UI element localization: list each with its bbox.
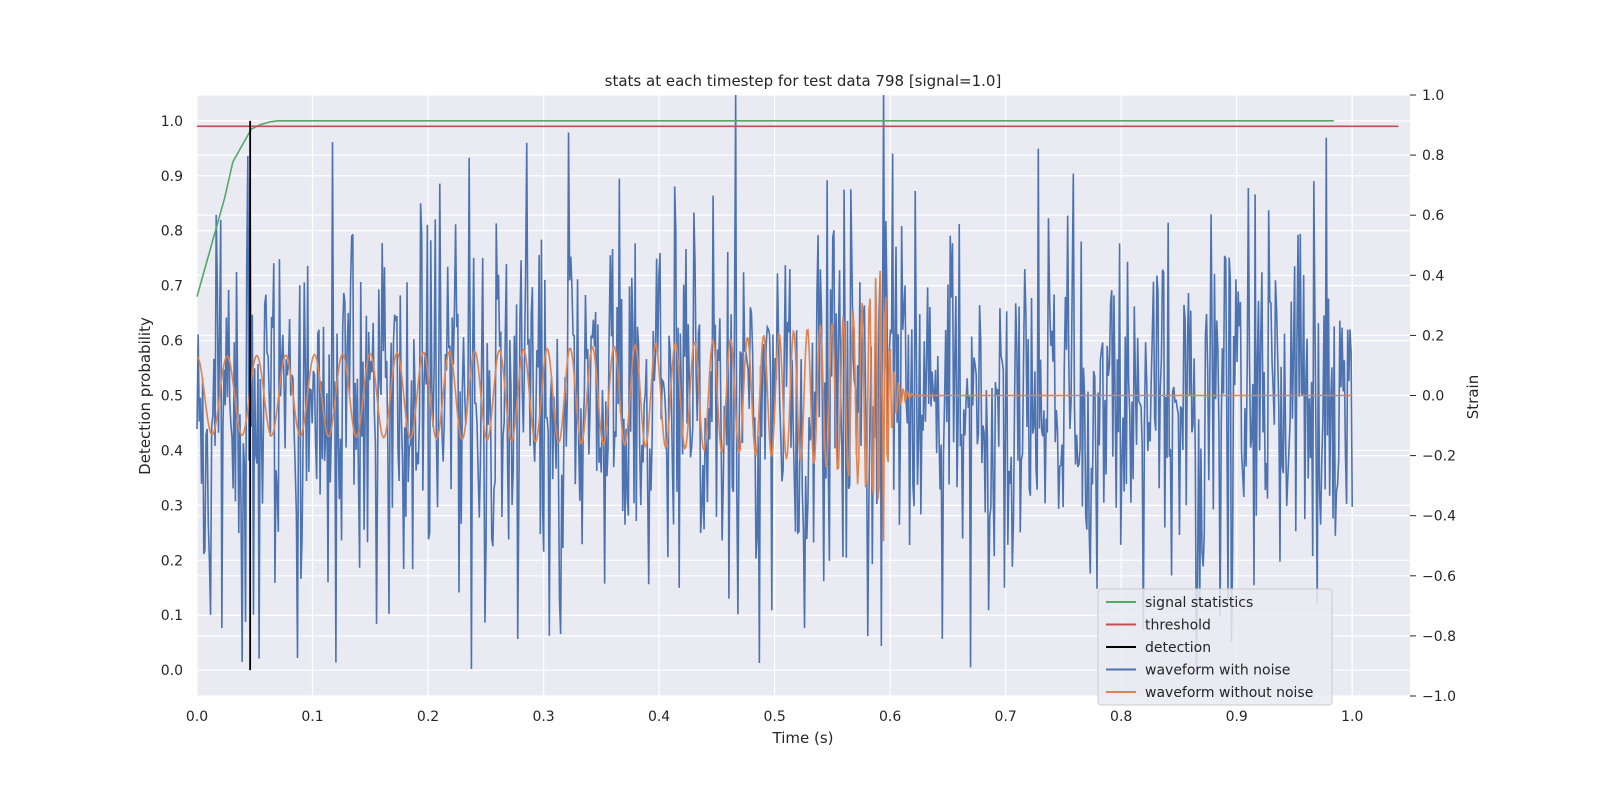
y-right-tick-label: −0.4 xyxy=(1422,509,1456,525)
x-tick-label: 0.2 xyxy=(417,709,439,725)
x-tick-label: 0.7 xyxy=(995,709,1017,725)
chart-title: stats at each timestep for test data 798… xyxy=(605,72,1002,90)
y-left-tick-label: 0.0 xyxy=(161,663,183,679)
y-left-tick-label: 0.2 xyxy=(161,553,183,569)
legend-label: waveform with noise xyxy=(1145,663,1290,679)
y-left-tick-label: 0.7 xyxy=(161,279,183,295)
y-axis-right-ticks: −1.0 −0.8 −0.6 −0.4 −0.2 0.0 0.2 0.4 0.6 0.8 1.0 xyxy=(1410,88,1456,705)
y-left-tick-label: 0.6 xyxy=(161,334,183,350)
y-right-tick-label: 0.8 xyxy=(1422,148,1444,164)
y-right-tick-label: −1.0 xyxy=(1422,689,1456,705)
x-tick-label: 0.9 xyxy=(1226,709,1248,725)
x-tick-label: 0.6 xyxy=(879,709,901,725)
y-axis-left-ticks: 0.0 0.1 0.2 0.3 0.4 0.5 0.6 0.7 0.8 0.9 1.0 xyxy=(161,114,183,679)
legend-label: detection xyxy=(1145,640,1211,656)
y-right-tick-label: 1.0 xyxy=(1422,88,1444,104)
series-waveform-with-noise xyxy=(196,94,1354,672)
y-axis-right-label: Strain xyxy=(1464,375,1482,419)
y-left-tick-label: 0.5 xyxy=(161,389,183,405)
legend-box xyxy=(1097,588,1333,706)
series-layer xyxy=(196,94,1399,672)
x-tick-label: 0.8 xyxy=(1110,709,1132,725)
series-waveform-without-noise xyxy=(196,271,1353,542)
y-left-tick-label: 0.8 xyxy=(161,224,183,240)
y-right-tick-label: −0.8 xyxy=(1422,629,1456,645)
x-tick-label: 0.1 xyxy=(301,709,323,725)
x-tick-label: 0.0 xyxy=(186,709,208,725)
y-right-tick-label: 0.0 xyxy=(1422,389,1444,405)
y-right-tick-label: 0.4 xyxy=(1422,268,1444,284)
legend-label: signal statistics xyxy=(1145,595,1253,611)
x-tick-label: 0.5 xyxy=(763,709,785,725)
y-axis-left-label: Detection probability xyxy=(136,317,154,475)
y-left-tick-label: 0.1 xyxy=(161,608,183,624)
x-tick-label: 1.0 xyxy=(1341,709,1363,725)
y-right-tick-label: 0.2 xyxy=(1422,328,1444,344)
x-tick-label: 0.3 xyxy=(532,709,554,725)
y-left-tick-label: 0.3 xyxy=(161,498,183,514)
legend: signal statistics threshold detection wavef… xyxy=(1097,588,1333,706)
y-right-tick-label: 0.6 xyxy=(1422,208,1444,224)
x-axis-ticks: 0.0 0.1 0.2 0.3 0.4 0.5 0.6 0.7 0.8 0.9 1.0 xyxy=(186,709,1364,725)
y-right-tick-label: −0.6 xyxy=(1422,569,1456,585)
y-right-tick-label: −0.2 xyxy=(1422,449,1456,465)
y-left-tick-label: 1.0 xyxy=(161,114,183,130)
y-left-tick-label: 0.9 xyxy=(161,169,183,185)
y-left-tick-label: 0.4 xyxy=(161,443,183,459)
x-tick-label: 0.4 xyxy=(648,709,670,725)
legend-label: threshold xyxy=(1145,618,1211,634)
legend-label: waveform without noise xyxy=(1145,685,1313,701)
x-axis-label: Time (s) xyxy=(772,729,834,747)
